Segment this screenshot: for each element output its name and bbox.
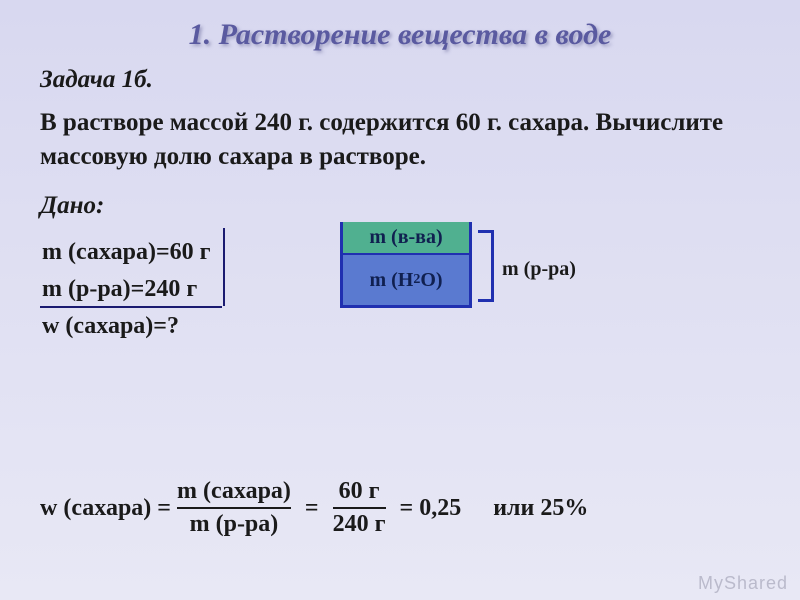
beaker-diagram: m (в-ва) m (H2O) m (р-ра) [340,222,472,308]
calculation-row: w (сахара) = m (сахара) m (р-ра) = 60 г … [40,478,588,538]
given-box: m (сахара)=60 г m (р-ра)=240 г w (сахара… [40,228,225,352]
beaker-solute-layer: m (в-ва) [343,222,469,255]
result-percent: или 25% [493,495,588,522]
beaker: m (в-ва) m (H2O) [340,222,472,308]
equals-1: = [305,495,319,522]
calc-lhs: w (сахара) = [40,495,171,522]
given-line-unknown: w (сахара)=? [42,308,211,345]
frac2-denominator: 240 г [333,511,386,538]
fraction-numeric: 60 г 240 г [333,478,386,538]
given-line-mass-solution: m (р-ра)=240 г [42,271,211,308]
bracket-icon [478,230,494,302]
slide-title: 1. Растворение вещества в воде [40,18,760,52]
given-horizontal-rule [40,306,222,308]
bracket-label: m (р-ра) [502,258,576,281]
frac2-numerator: 60 г [339,478,380,505]
given-vertical-rule [223,228,225,306]
given-line-mass-sugar: m (сахара)=60 г [42,234,211,271]
frac1-denominator: m (р-ра) [190,511,279,538]
beaker-water-layer: m (H2O) [343,255,469,305]
fraction-bar-icon [333,507,386,509]
frac1-numerator: m (сахара) [177,478,291,505]
result-value: = 0,25 [400,495,462,522]
problem-number: Задача 1б. [40,66,760,94]
fraction-symbolic: m (сахара) m (р-ра) [177,478,291,538]
problem-statement: В растворе массой 240 г. содержится 60 г… [40,106,760,174]
watermark: MyShared [698,573,788,594]
fraction-bar-icon [177,507,291,509]
given-label: Дано: [40,192,760,220]
slide-container: 1. Растворение вещества в воде Задача 1б… [0,0,800,600]
